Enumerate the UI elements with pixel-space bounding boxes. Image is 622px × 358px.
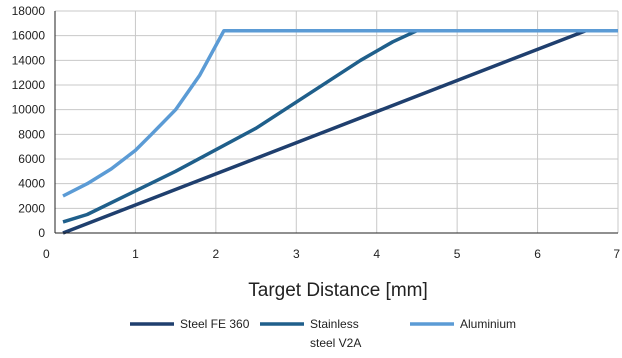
- x-tick-label: 0: [43, 247, 50, 261]
- x-tick-label: 1: [132, 247, 139, 261]
- x-tick-label: 5: [454, 247, 461, 261]
- axes: [54, 11, 618, 234]
- y-tick-label: 18000: [12, 4, 46, 18]
- legend-label: Steel FE 360: [180, 317, 250, 331]
- series-lines: [62, 28, 618, 235]
- x-tick-label: 7: [613, 247, 620, 261]
- legend: Steel FE 360 Stainless steel V2A Aluminium: [130, 317, 516, 350]
- grid-lines: [54, 10, 619, 234]
- x-tick-label: 3: [293, 247, 300, 261]
- series-line-0: [62, 28, 618, 235]
- y-tick-label: 12000: [12, 78, 46, 92]
- x-tick-labels: 0 1 2 3 4 5 6 7: [43, 247, 620, 261]
- y-tick-label: 2000: [18, 201, 45, 215]
- series-line-1: [62, 28, 618, 224]
- x-axis-label: Target Distance [mm]: [248, 280, 428, 301]
- x-tick-label: 6: [534, 247, 541, 261]
- series-line-2: [62, 28, 618, 198]
- y-tick-label: 4000: [18, 177, 45, 191]
- y-tick-label: 0: [38, 226, 45, 240]
- y-tick-label: 10000: [12, 103, 46, 117]
- y-tick-label: 16000: [12, 29, 46, 43]
- y-tick-label: 8000: [18, 127, 45, 141]
- x-tick-label: 4: [373, 247, 380, 261]
- y-tick-labels: 0 2000 4000 6000 8000 10000 12000 14000 16000 180…: [12, 4, 46, 240]
- legend-label: Stainless: [310, 317, 359, 331]
- x-tick-label: 2: [213, 247, 220, 261]
- y-tick-label: 6000: [18, 152, 45, 166]
- legend-label: steel V2A: [310, 336, 361, 350]
- y-tick-label: 14000: [12, 53, 46, 67]
- legend-label: Aluminium: [460, 317, 516, 331]
